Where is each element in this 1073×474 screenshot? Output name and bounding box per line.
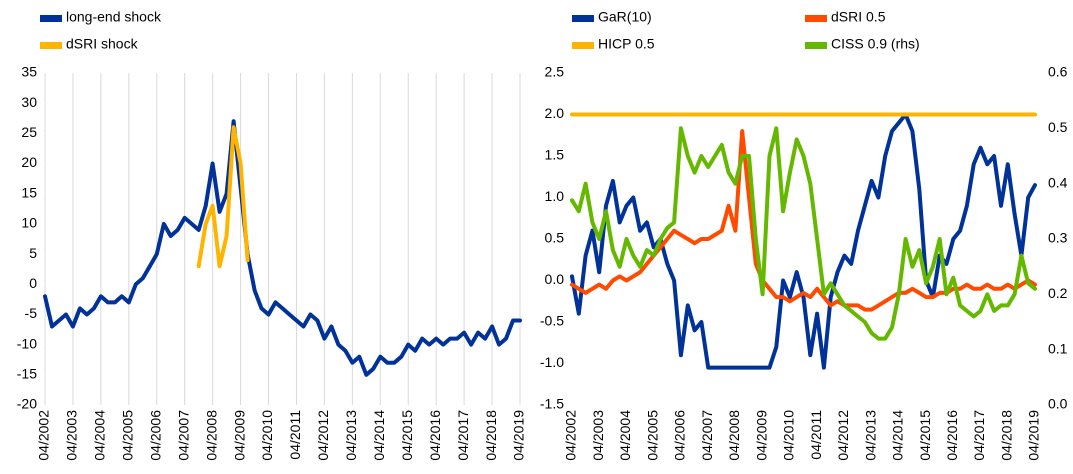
x-tick-label: 04/2008 (726, 410, 742, 461)
x-tick-label: 04/2002 (563, 410, 579, 461)
x-tick-label: 04/2004 (92, 410, 108, 461)
x-tick-label: 04/2015 (399, 410, 415, 461)
y2-tick-label: 0.4 (1048, 174, 1068, 190)
x-tick-label: 04/2009 (753, 410, 769, 461)
x-tick-label: 04/2010 (259, 410, 275, 461)
series-line (43, 119, 522, 377)
x-tick-label: 04/2015 (917, 410, 933, 461)
x-tick-label: 04/2019 (1026, 410, 1042, 461)
y-tick-label: 0.0 (545, 271, 565, 287)
y2-tick-label: 0.5 (1048, 119, 1068, 135)
x-tick-label: 04/2013 (343, 410, 359, 461)
x-tick-label: 04/2005 (120, 410, 136, 461)
x-tick-label: 04/2012 (835, 410, 851, 461)
y2-tick-label: 0.1 (1048, 340, 1068, 356)
y-tick-label: 2.0 (545, 105, 565, 121)
y-tick-label: 15 (21, 184, 37, 200)
y-tick-label: -10 (17, 335, 37, 351)
legend-swatch (572, 42, 594, 49)
x-tick-label: 04/2014 (371, 410, 387, 461)
x-tick-label: 04/2006 (147, 410, 163, 461)
y-tick-label: -15 (17, 366, 37, 382)
y2-tick-label: 0.6 (1048, 64, 1068, 80)
x-tick-label: 04/2007 (175, 410, 191, 461)
x-tick-label: 04/2012 (315, 410, 331, 461)
y-tick-label: 20 (21, 154, 37, 170)
x-tick-label: 04/2002 (36, 410, 52, 461)
x-tick-label: 04/2019 (511, 410, 527, 461)
legend-swatch (805, 15, 827, 22)
legend-label: CISS 0.9 (rhs) (831, 36, 920, 52)
y-tick-label: -5 (25, 305, 38, 321)
y2-tick-label: 0.3 (1048, 230, 1068, 246)
legend-label: dSRI 0.5 (831, 9, 886, 25)
y-tick-label: 0.5 (545, 230, 565, 246)
y-tick-label: 1.0 (545, 188, 565, 204)
x-tick-label: 04/2013 (862, 410, 878, 461)
x-tick-label: 04/2014 (890, 410, 906, 461)
y-tick-label: 5 (29, 245, 37, 261)
x-tick-label: 04/2011 (808, 410, 824, 460)
legend-swatch (572, 15, 594, 22)
x-tick-label: 04/2003 (64, 410, 80, 461)
x-tick-label: 04/2017 (455, 410, 471, 461)
y2-tick-label: 0.0 (1048, 396, 1068, 412)
y-tick-label: 2.5 (545, 64, 565, 80)
x-tick-label: 04/2003 (590, 410, 606, 461)
y-tick-label: 10 (21, 215, 37, 231)
x-tick-label: 04/2006 (672, 410, 688, 461)
y2-tick-label: 0.2 (1048, 285, 1068, 301)
x-tick-label: 04/2011 (287, 410, 303, 460)
y-tick-label: 30 (21, 94, 37, 110)
x-tick-label: 04/2008 (203, 410, 219, 461)
y-tick-label: -1.5 (540, 396, 564, 412)
y-tick-label: 0 (29, 275, 37, 291)
x-tick-label: 04/2018 (483, 410, 499, 461)
x-tick-label: 04/2016 (427, 410, 443, 461)
series-line (570, 126, 1037, 341)
x-tick-label: 04/2018 (998, 410, 1014, 461)
x-tick-label: 04/2004 (617, 410, 633, 461)
y-tick-label: 35 (21, 64, 37, 80)
y-tick-label: -0.5 (540, 313, 564, 329)
y-tick-label: -20 (17, 396, 37, 412)
series-line (570, 112, 1037, 370)
legend-label: GaR(10) (598, 9, 652, 25)
y-tick-label: 25 (21, 124, 37, 140)
legend-swatch (40, 42, 62, 49)
x-tick-label: 04/2005 (644, 410, 660, 461)
legend-label: long-end shock (66, 9, 162, 25)
x-tick-label: 04/2007 (699, 410, 715, 461)
x-tick-label: 04/2016 (944, 410, 960, 461)
legend-label: HICP 0.5 (598, 36, 655, 52)
x-tick-label: 04/2010 (781, 410, 797, 461)
x-tick-label: 04/2009 (231, 410, 247, 461)
legend-swatch (40, 15, 62, 22)
legend-swatch (805, 42, 827, 49)
y-tick-label: 1.5 (545, 147, 565, 163)
legend-label: dSRI shock (66, 36, 139, 52)
x-tick-label: 04/2017 (971, 410, 987, 461)
y-tick-label: -1.0 (540, 354, 564, 370)
